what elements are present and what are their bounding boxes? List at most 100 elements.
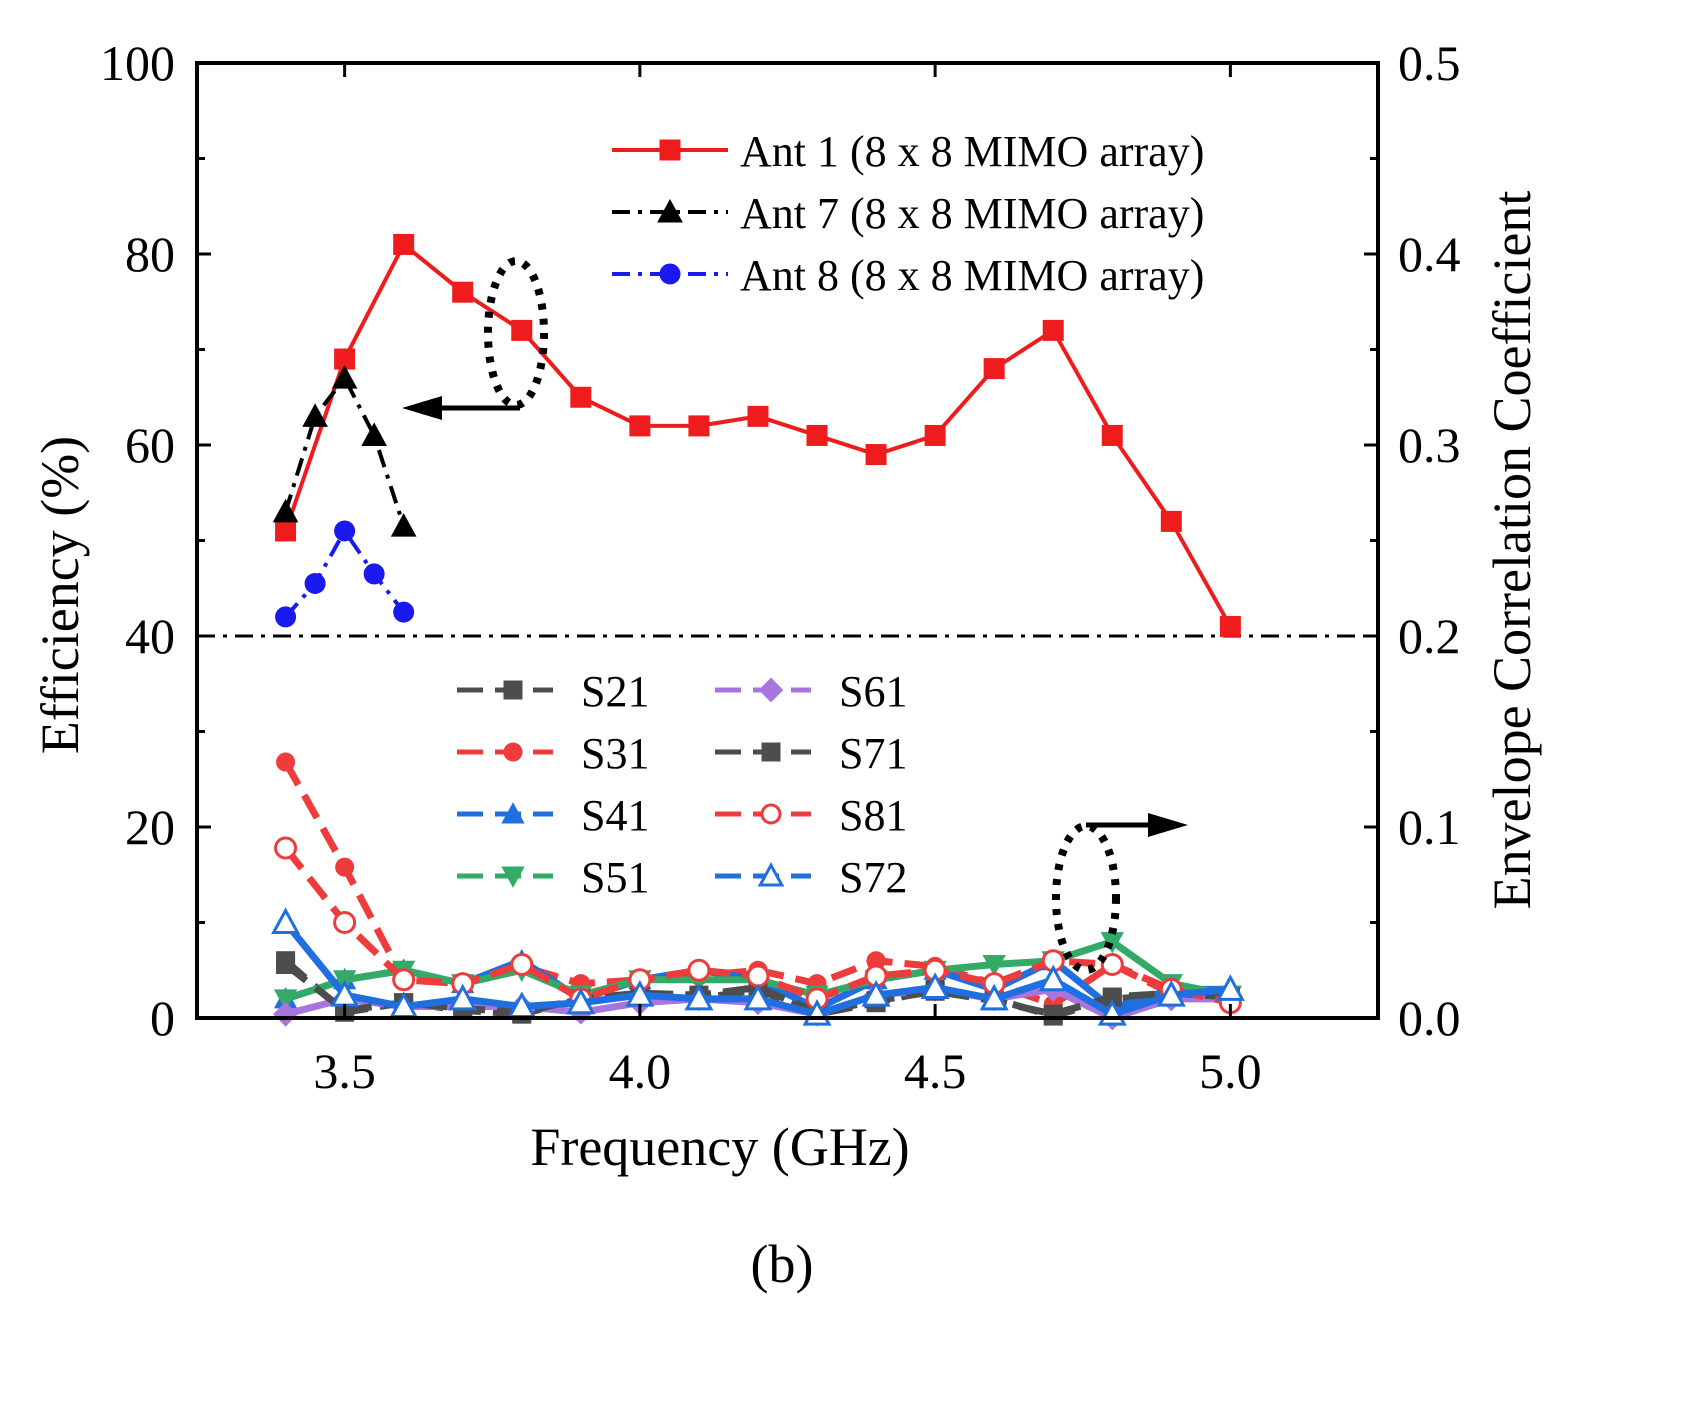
y-tick-label: 80 <box>125 226 175 282</box>
efficiency-point <box>304 572 326 594</box>
arrow-right-head <box>1148 813 1188 837</box>
legend-marker <box>761 742 781 762</box>
efficiency-point <box>1160 510 1182 532</box>
efficiency-line <box>284 527 406 619</box>
y2-tick-label: 0.1 <box>1398 799 1461 855</box>
efficiency-point <box>865 444 887 466</box>
efficiency-point <box>688 415 710 437</box>
ecc-point-S31 <box>276 752 296 772</box>
legend-entry: Ant 7 (8 x 8 MIMO array) <box>612 189 1204 238</box>
efficiency-line <box>283 241 1233 628</box>
efficiency-series-2 <box>272 365 417 537</box>
legend-entry: S61 <box>715 667 907 716</box>
ecc-point-S81 <box>687 958 711 982</box>
x-tick-label: 4.5 <box>904 1043 967 1099</box>
efficiency-point <box>361 422 387 446</box>
legend-entry: Ant 1 (8 x 8 MIMO array) <box>612 127 1204 176</box>
arrow-left-head <box>402 396 442 420</box>
legend-marker <box>501 802 525 824</box>
legend-marker <box>503 680 523 700</box>
efficiency-point <box>1219 615 1241 637</box>
y-tick-label: 0 <box>150 990 175 1046</box>
ecc-point-S81 <box>1100 953 1124 977</box>
y-axis-label: Efficiency (%) <box>30 436 90 754</box>
ecc-point-S72 <box>271 907 301 934</box>
efficiency-point <box>1101 424 1123 446</box>
efficiency-point <box>924 424 946 446</box>
efficiency-point <box>275 520 297 542</box>
legend-marker <box>757 862 785 887</box>
y-tick-label: 20 <box>125 799 175 855</box>
efficiency-point <box>331 365 358 389</box>
efficiency-point <box>983 358 1005 380</box>
ecc-point-S81 <box>274 836 298 860</box>
ecc-point-S71 <box>276 955 296 975</box>
ecc-point-S72 <box>861 979 891 1007</box>
efficiency-point <box>806 424 828 446</box>
ecc-point-S61 <box>273 1001 298 1027</box>
ecc-point-S72 <box>1215 974 1245 1001</box>
legend-label: S61 <box>839 667 907 716</box>
efficiency-point <box>334 520 356 542</box>
efficiency-point <box>570 386 592 408</box>
legend-marker <box>760 803 782 825</box>
ecc-point-S72 <box>979 983 1009 1011</box>
efficiency-point <box>390 513 417 537</box>
legend-entry: S81 <box>715 791 907 840</box>
legend-label: Ant 1 (8 x 8 MIMO array) <box>740 127 1204 176</box>
efficiency-series-1 <box>275 233 1241 637</box>
ecc-point-S81 <box>333 911 357 934</box>
efficiency-point <box>272 498 299 523</box>
y2-tick-label: 0.2 <box>1398 608 1461 664</box>
legend-marker <box>659 139 681 161</box>
efficiency-point <box>393 233 415 255</box>
legend-label: S51 <box>581 853 649 902</box>
x-tick-label: 5.0 <box>1199 1043 1262 1099</box>
annotation-ellipse-ecc <box>1052 822 1120 974</box>
ecc-point-S71 <box>1043 1004 1063 1024</box>
ecc-point-S81 <box>746 964 770 988</box>
ecc-line-S71 <box>283 961 1231 1018</box>
legend-label: S41 <box>581 791 649 840</box>
ecc-point-S51 <box>273 989 298 1011</box>
annotations <box>402 257 1188 974</box>
legend-entry: S31 <box>457 729 649 778</box>
y-tick-label: 60 <box>125 417 175 473</box>
legend-entry: S41 <box>457 791 649 840</box>
efficiency-point <box>452 281 474 303</box>
x-tick-label: 4.0 <box>609 1043 672 1099</box>
ecc-point-S72 <box>448 983 478 1011</box>
efficiency-point <box>1042 319 1064 341</box>
y2-tick-label: 0.4 <box>1398 226 1461 282</box>
efficiency-point <box>747 405 769 427</box>
efficiency-point <box>511 319 533 341</box>
ecc-point-S72 <box>743 983 773 1011</box>
legend-label: S81 <box>839 791 907 840</box>
legend-entry: Ant 8 (8 x 8 MIMO array) <box>612 251 1204 300</box>
ecc-point-S72 <box>566 987 596 1015</box>
legend-label: Ant 7 (8 x 8 MIMO array) <box>740 189 1204 238</box>
legend-label: Ant 8 (8 x 8 MIMO array) <box>740 251 1204 300</box>
y-tick-label: 100 <box>100 35 175 91</box>
ecc-point-S72 <box>1038 964 1068 992</box>
ecc-point-S72 <box>920 972 950 999</box>
ecc-point-S51 <box>982 955 1006 977</box>
ecc-point-S72 <box>684 983 714 1011</box>
efficiency-line <box>283 374 406 527</box>
y2-tick-label: 0.0 <box>1398 990 1461 1046</box>
annotation-ellipse-efficiency <box>484 257 548 409</box>
efficiency-point <box>363 563 385 585</box>
efficiency-point <box>302 403 328 427</box>
legend-label: S21 <box>581 667 649 716</box>
legend-label: S31 <box>581 729 649 778</box>
y2-tick-label: 0.3 <box>1398 417 1461 473</box>
legend-marker <box>758 677 784 703</box>
y-tick-label: 40 <box>125 608 175 664</box>
legend-entry: S51 <box>457 853 649 902</box>
legend-entry: S71 <box>715 729 907 778</box>
y2-axis-label: Envelope Correlation Coefficient <box>1482 191 1542 910</box>
ecc-point-S81 <box>510 953 534 977</box>
ecc-point-S72 <box>1156 979 1186 1007</box>
legend-label: S72 <box>839 853 907 902</box>
